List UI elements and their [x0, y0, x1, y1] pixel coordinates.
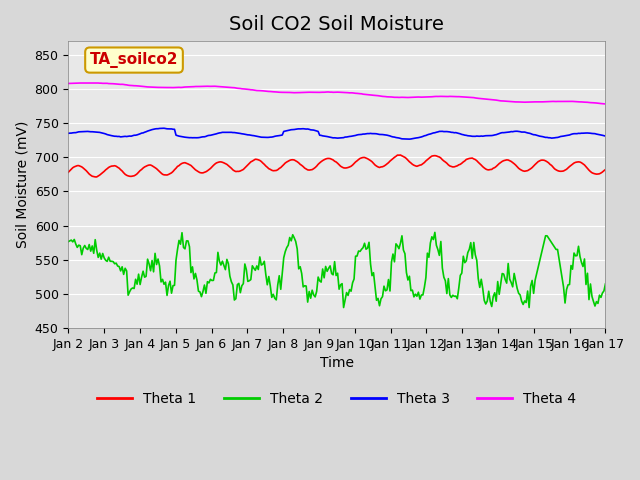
Theta 2 — [340, 305, 348, 311]
Theta 3 — [244, 132, 252, 138]
Theta 3 — [253, 133, 260, 139]
Theta 1 — [253, 156, 260, 162]
Theta 2 — [602, 281, 609, 287]
Theta 2 — [431, 229, 438, 235]
Theta 3 — [65, 131, 72, 136]
Theta 4 — [65, 81, 72, 86]
Theta 1 — [226, 164, 234, 170]
Theta 1 — [93, 174, 100, 180]
Theta 4 — [226, 84, 234, 90]
Theta 1 — [575, 159, 582, 165]
Theta 4 — [253, 88, 260, 94]
Theta 4 — [573, 99, 581, 105]
Theta 4 — [301, 89, 308, 95]
Theta 2 — [131, 286, 138, 291]
Line: Theta 1: Theta 1 — [68, 155, 605, 177]
Line: Theta 2: Theta 2 — [68, 232, 605, 308]
Theta 2 — [575, 243, 582, 249]
X-axis label: Time: Time — [320, 356, 354, 370]
Theta 1 — [244, 162, 252, 168]
Text: TA_soilco2: TA_soilco2 — [90, 52, 179, 68]
Theta 3 — [575, 131, 582, 136]
Theta 2 — [225, 261, 232, 266]
Line: Theta 3: Theta 3 — [68, 128, 605, 139]
Theta 4 — [602, 101, 609, 107]
Theta 2 — [243, 267, 250, 273]
Legend: Theta 1, Theta 2, Theta 3, Theta 4: Theta 1, Theta 2, Theta 3, Theta 4 — [92, 386, 582, 412]
Theta 3 — [301, 126, 308, 132]
Line: Theta 4: Theta 4 — [68, 83, 605, 104]
Title: Soil CO2 Soil Moisture: Soil CO2 Soil Moisture — [229, 15, 444, 34]
Theta 3 — [226, 130, 234, 135]
Theta 3 — [602, 133, 609, 139]
Theta 2 — [300, 284, 307, 290]
Theta 3 — [160, 125, 168, 131]
Y-axis label: Soil Moisture (mV): Soil Moisture (mV) — [15, 121, 29, 248]
Theta 1 — [65, 169, 72, 175]
Theta 1 — [132, 172, 140, 178]
Theta 1 — [397, 152, 404, 158]
Theta 2 — [65, 239, 72, 244]
Theta 3 — [404, 136, 412, 142]
Theta 4 — [244, 86, 252, 92]
Theta 4 — [85, 80, 93, 86]
Theta 3 — [131, 132, 138, 138]
Theta 4 — [132, 83, 140, 89]
Theta 1 — [301, 165, 308, 171]
Theta 2 — [252, 267, 259, 273]
Theta 1 — [602, 167, 609, 172]
